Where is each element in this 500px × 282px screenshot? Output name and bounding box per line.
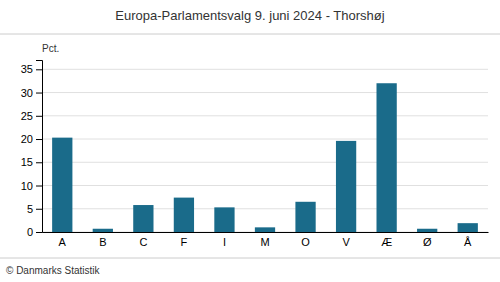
y-tick-mark bbox=[36, 186, 42, 187]
x-tick-label: I bbox=[223, 236, 226, 248]
y-tick-label: 20 bbox=[21, 133, 33, 145]
grid bbox=[42, 69, 488, 232]
grid-line bbox=[42, 92, 488, 93]
grid-line bbox=[42, 69, 488, 70]
x-tick-label: Æ bbox=[381, 236, 392, 248]
x-tick: F bbox=[181, 232, 188, 248]
x-tick: A bbox=[59, 232, 67, 248]
x-axis-line bbox=[43, 232, 489, 233]
bar bbox=[377, 83, 397, 232]
x-tick-label: F bbox=[181, 236, 188, 248]
x-tick-label: M bbox=[260, 236, 269, 248]
y-tick: 5 bbox=[27, 203, 42, 215]
x-tick: M bbox=[260, 232, 269, 248]
bar bbox=[214, 207, 234, 232]
y-tick-label: 5 bbox=[27, 203, 33, 215]
bar bbox=[295, 202, 315, 232]
x-tick: Å bbox=[464, 232, 472, 248]
y-tick-mark bbox=[36, 116, 42, 117]
x-tick-label: C bbox=[139, 236, 147, 248]
grid-line bbox=[42, 208, 488, 209]
footer: © Danmarks Statistik bbox=[6, 265, 101, 276]
y-tick: 15 bbox=[21, 156, 42, 168]
bar bbox=[336, 141, 356, 232]
bars bbox=[52, 83, 478, 232]
x-tick-label: Å bbox=[464, 236, 472, 248]
y-tick-mark bbox=[36, 139, 42, 140]
x-tick-label: B bbox=[99, 236, 106, 248]
y-tick-label: 15 bbox=[21, 156, 33, 168]
x-tick: B bbox=[99, 232, 106, 248]
y-tick-mark bbox=[36, 209, 42, 210]
grid-line bbox=[42, 115, 488, 116]
x-tick-label: A bbox=[59, 236, 67, 248]
x-tick-label: V bbox=[342, 236, 350, 248]
bar bbox=[52, 138, 72, 232]
x-tick: V bbox=[342, 232, 350, 248]
y-tick: 25 bbox=[21, 110, 42, 122]
title: Europa-Parlamentsvalg 9. juni 2024 - Tho… bbox=[115, 8, 384, 23]
title-rule bbox=[0, 34, 500, 35]
bar bbox=[255, 227, 275, 232]
bar bbox=[417, 229, 437, 232]
y-tick: 20 bbox=[21, 133, 42, 145]
x-tick-label: O bbox=[301, 236, 310, 248]
footer-rule bbox=[0, 258, 500, 259]
y-tick-mark bbox=[36, 232, 42, 233]
y-tick: 10 bbox=[21, 180, 42, 192]
grid-line bbox=[42, 185, 488, 186]
y-tick-label: 0 bbox=[27, 226, 33, 238]
x-tick: Ø bbox=[423, 232, 432, 248]
y-tick-label: 25 bbox=[21, 110, 33, 122]
y-tick: 35 bbox=[21, 63, 42, 75]
x-tick: C bbox=[139, 232, 147, 248]
x-axis: ABCFIMOVÆØÅ bbox=[43, 232, 489, 248]
y-tick: 30 bbox=[21, 87, 42, 99]
grid-line bbox=[42, 139, 488, 140]
y-tick-mark bbox=[36, 93, 42, 94]
y-axis-line bbox=[36, 61, 43, 233]
y-axis: 0 5 10 15 20 25 30 35 bbox=[21, 61, 43, 239]
bar bbox=[93, 229, 113, 232]
grid-line bbox=[42, 162, 488, 163]
bar bbox=[458, 223, 478, 232]
y-tick-label: 10 bbox=[21, 180, 33, 192]
y-tick: 0 bbox=[27, 226, 42, 238]
x-tick: I bbox=[223, 232, 226, 248]
x-tick: O bbox=[301, 232, 310, 248]
chart: Europa-Parlamentsvalg 9. juni 2024 - Tho… bbox=[0, 0, 500, 282]
y-tick-mark bbox=[36, 69, 42, 70]
x-tick-label: Ø bbox=[423, 236, 432, 248]
bar bbox=[174, 198, 194, 232]
y-tick-mark bbox=[36, 162, 42, 163]
x-tick: Æ bbox=[381, 232, 392, 248]
bar bbox=[133, 205, 153, 232]
y-tick-label: 30 bbox=[21, 87, 33, 99]
y-tick-label: 35 bbox=[21, 63, 33, 75]
y-label: Pct. bbox=[42, 43, 59, 54]
plot: 0 5 10 15 20 25 30 35 A B C F I M O V Æ Ø Å bbox=[21, 61, 489, 248]
